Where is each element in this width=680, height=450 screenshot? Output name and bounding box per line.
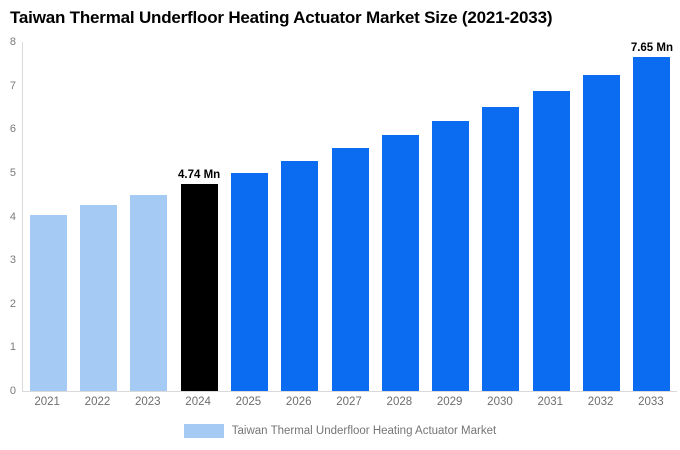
- y-tick-5: 5: [9, 166, 16, 179]
- x-tick-2026: 2026: [285, 396, 312, 408]
- bar-slot-2033: 7.65 Mn: [627, 42, 677, 391]
- bar-slot-2023: [124, 42, 174, 391]
- x-tick-2033: 2033: [638, 396, 664, 408]
- x-tick-2023: 2023: [134, 396, 161, 408]
- bar-2032: [583, 75, 621, 391]
- bar-slot-2021: [23, 42, 73, 391]
- bar-slot-2022: [73, 42, 123, 391]
- legend: Taiwan Thermal Underfloor Heating Actuat…: [0, 424, 680, 438]
- x-tick-2029: 2029: [436, 396, 463, 408]
- bar-2031: [532, 91, 570, 391]
- bar-value-label-2033: 7.65 Mn: [630, 42, 673, 54]
- bar-slot-2028: [375, 42, 425, 391]
- x-tick-2024: 2024: [185, 396, 211, 408]
- y-tick-6: 6: [9, 123, 16, 136]
- bar-2027: [331, 148, 369, 391]
- legend-label: Taiwan Thermal Underfloor Heating Actuat…: [231, 425, 497, 437]
- bar-2025: [230, 173, 268, 391]
- bar-2026: [281, 161, 319, 391]
- bar-2029: [432, 121, 470, 391]
- x-axis: 2021 2022 2023 2024 2025 2026 2027 2028 2029 2030…: [22, 396, 676, 408]
- bar-2023: [130, 195, 168, 391]
- bar-2030: [482, 107, 520, 391]
- y-tick-7: 7: [9, 79, 16, 92]
- bar-2028: [381, 135, 419, 391]
- bar-2024: [180, 184, 218, 391]
- x-tick-2025: 2025: [235, 396, 262, 408]
- bar-slot-2024: 4.74 Mn: [174, 42, 224, 391]
- legend-swatch: [183, 424, 224, 438]
- plot-area: 4.74 Mn 7.65 Mn: [22, 42, 677, 392]
- x-tick-2030: 2030: [487, 396, 513, 408]
- x-tick-2031: 2031: [537, 396, 564, 408]
- y-tick-8: 8: [9, 36, 16, 48]
- bar-slot-2031: [526, 42, 576, 391]
- bar-slot-2027: [325, 42, 375, 391]
- bar-slot-2030: [476, 42, 526, 391]
- bar-slot-2026: [275, 42, 325, 391]
- bar-2021: [29, 215, 67, 391]
- bar-slot-2029: [426, 42, 476, 391]
- y-tick-4: 4: [9, 210, 16, 223]
- chart-title: Taiwan Thermal Underfloor Heating Actuat…: [10, 8, 553, 27]
- bar-value-label-2024: 4.74 Mn: [178, 169, 221, 181]
- y-tick-0: 0: [9, 385, 16, 397]
- y-tick-1: 1: [9, 341, 16, 354]
- x-tick-2022: 2022: [84, 396, 111, 408]
- y-axis: 0 1 2 3 4 5 6 7 8: [0, 36, 16, 397]
- bar-2033: [633, 57, 671, 391]
- x-tick-2021: 2021: [34, 396, 60, 408]
- bar-2022: [79, 205, 117, 391]
- y-tick-2: 2: [9, 297, 16, 310]
- x-tick-2032: 2032: [587, 396, 614, 408]
- x-tick-2028: 2028: [386, 396, 413, 408]
- x-tick-2027: 2027: [336, 396, 362, 408]
- bar-slot-2025: [224, 42, 274, 391]
- bar-slot-2032: [576, 42, 626, 391]
- y-tick-3: 3: [9, 254, 16, 267]
